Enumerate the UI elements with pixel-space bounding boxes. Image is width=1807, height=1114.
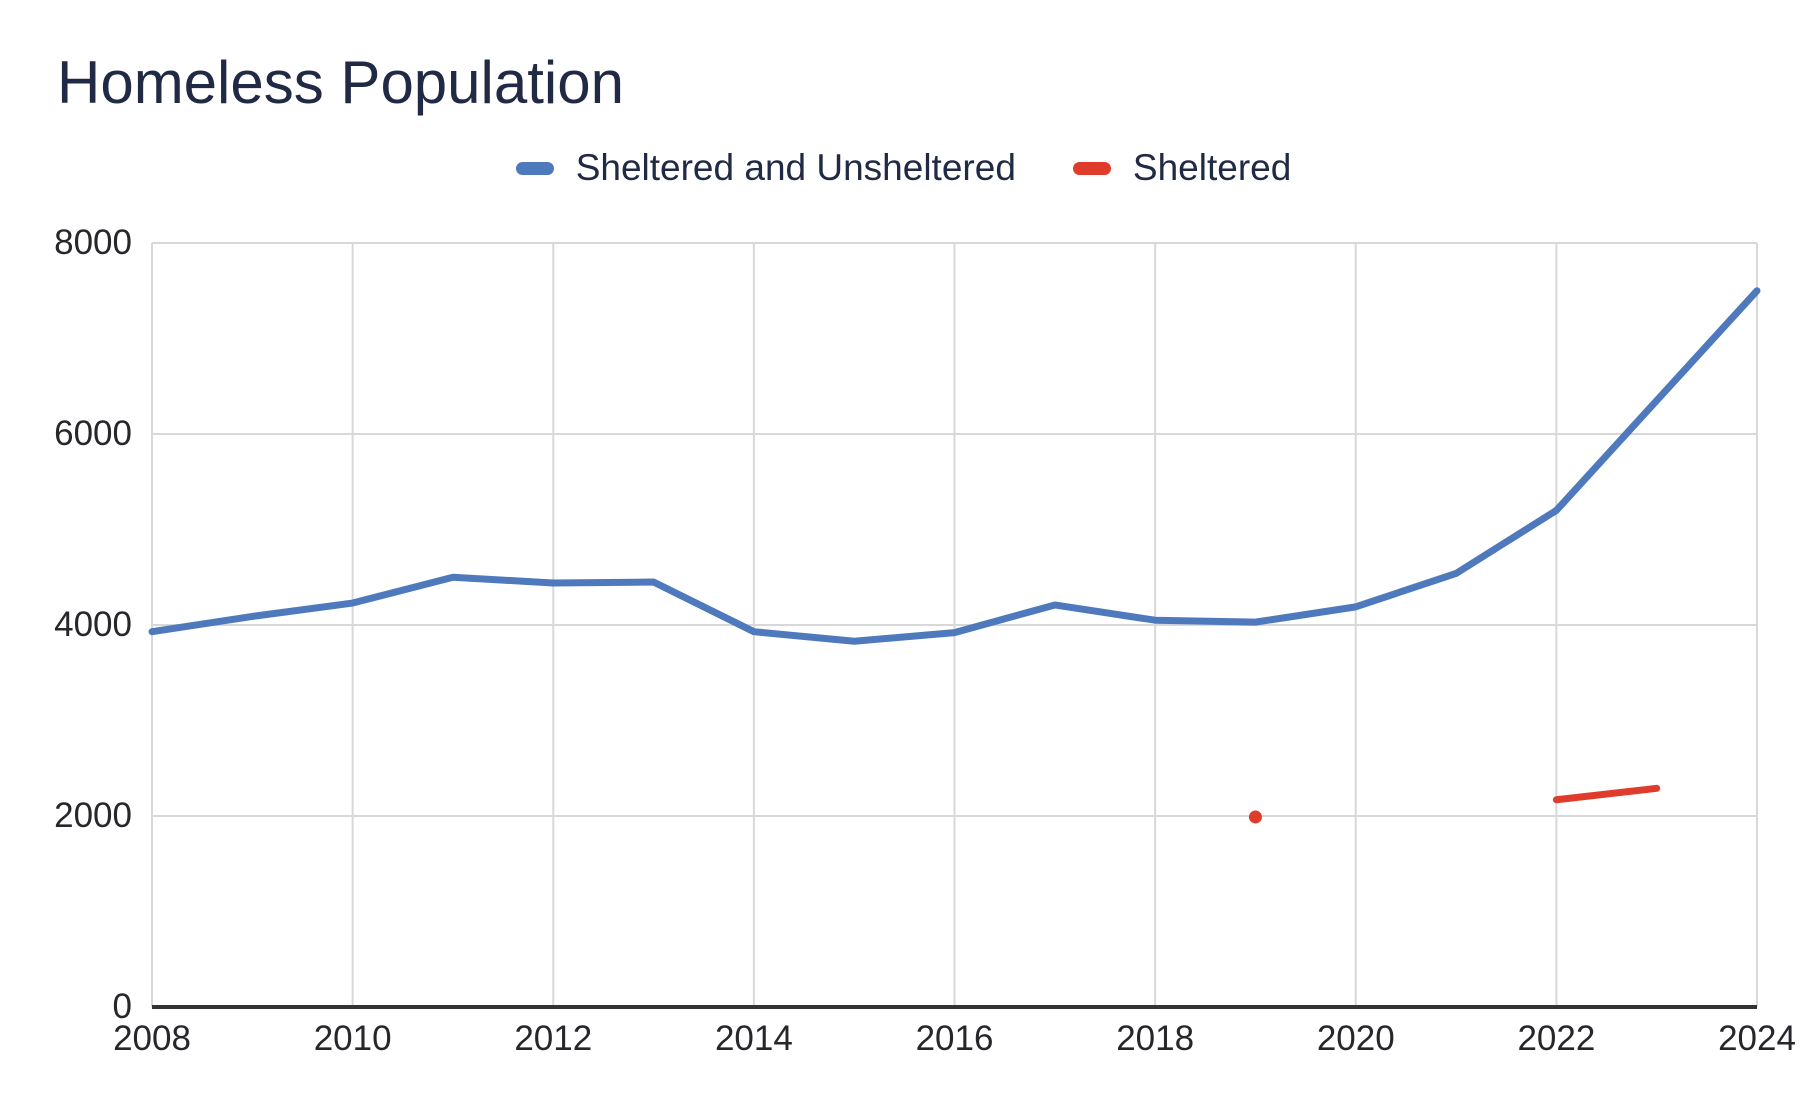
- legend-swatch-blue-icon: [515, 161, 554, 175]
- legend-item-sheltered-and-unsheltered[interactable]: Sheltered and Unsheltered: [515, 146, 1016, 190]
- x-axis-tick-label: 2014: [714, 1019, 793, 1058]
- legend-item-sheltered[interactable]: Sheltered: [1072, 146, 1292, 190]
- chart-canvas: [148, 242, 1761, 1009]
- x-axis-tick-label: 2020: [1316, 1019, 1395, 1058]
- series-line-blue: [148, 287, 1761, 645]
- x-axis-tick-label: 2024: [1718, 1019, 1796, 1058]
- x-axis-tick-label: 2010: [313, 1019, 392, 1058]
- y-axis-tick-label: 0: [112, 987, 132, 1026]
- legend-swatch-red-icon: [1072, 161, 1111, 175]
- data-point-red: [1248, 810, 1262, 824]
- chart-title: Homeless Population: [57, 49, 624, 116]
- y-axis-tick-label: 8000: [54, 223, 132, 262]
- y-axis-tick-label: 6000: [54, 414, 132, 453]
- x-axis-tick-label: 2022: [1517, 1019, 1596, 1058]
- x-axis-tick-label: 2018: [1116, 1019, 1195, 1058]
- series-line-red: [1552, 784, 1661, 804]
- legend: Sheltered and Unsheltered Sheltered: [0, 146, 1807, 190]
- legend-label: Sheltered: [1132, 147, 1292, 188]
- x-axis-tick-label: 2008: [113, 1019, 191, 1058]
- x-axis-tick-label: 2016: [915, 1019, 994, 1058]
- legend-label: Sheltered and Unsheltered: [575, 147, 1016, 188]
- y-axis-tick-label: 2000: [54, 796, 132, 835]
- y-axis-tick-label: 4000: [54, 605, 132, 644]
- plot-area: [148, 242, 1761, 1009]
- x-axis-tick-label: 2012: [514, 1019, 593, 1058]
